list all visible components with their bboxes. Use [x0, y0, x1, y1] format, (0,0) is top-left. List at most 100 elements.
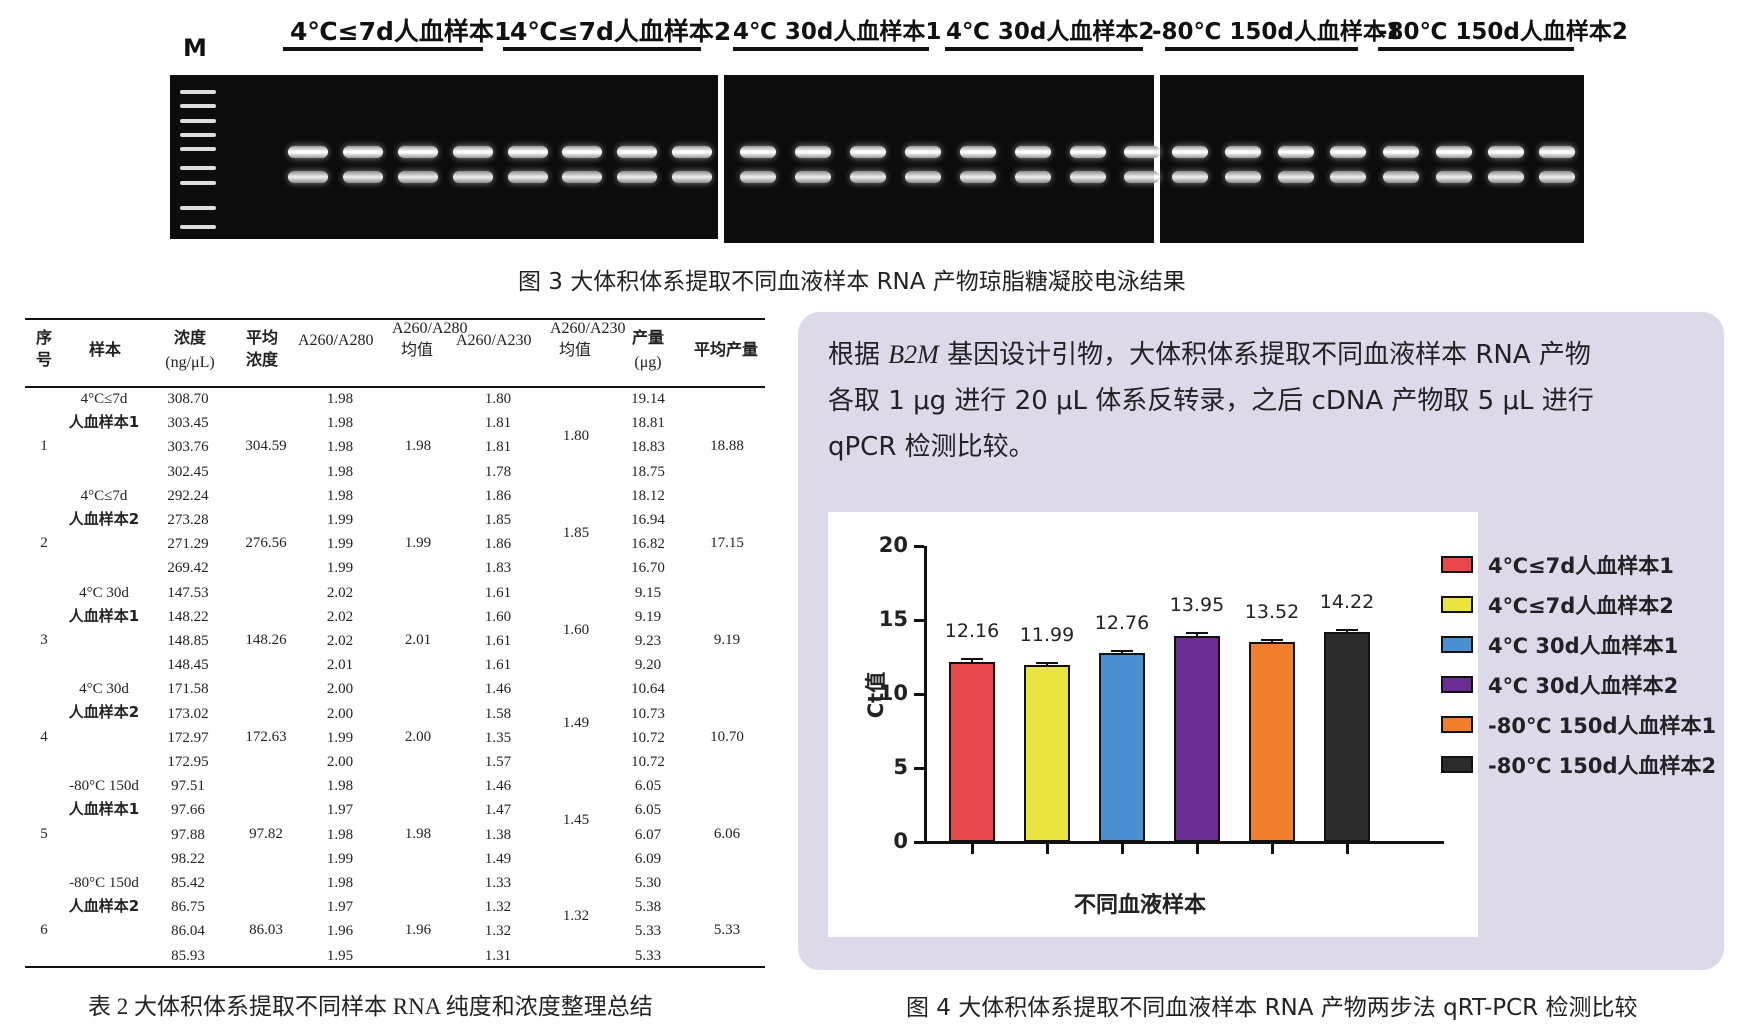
table-cell: 1.98 [326, 439, 354, 456]
table-cell: 1.38 [484, 826, 512, 843]
sample-condition: 4°C 30d [79, 584, 129, 601]
table-cell: 97.66 [171, 802, 205, 819]
qpcr-panel: 根据 B2M 基因设计引物，大体积体系提取不同血液样本 RNA 产物 各取 1 … [798, 312, 1724, 970]
row-number: 5 [40, 825, 48, 842]
table-cell: 1.98 [326, 391, 354, 407]
a280-mean: 2.01 [404, 632, 432, 648]
rna-band-28s [288, 146, 328, 158]
table-cell: 1.81 [484, 415, 512, 432]
rna-band-18s [1070, 171, 1106, 183]
table-cell: 1.46 [484, 778, 512, 795]
rna-band-28s [850, 146, 886, 158]
avg-concentration: 304.59 [245, 438, 287, 455]
y-tick [914, 619, 924, 622]
table-cell: 5.33 [634, 923, 662, 940]
rna-band-18s [562, 171, 602, 183]
rna-band-28s [1488, 146, 1524, 158]
rna-band-18s [1436, 171, 1472, 183]
ladder-band [180, 166, 216, 170]
legend-swatch [1441, 756, 1473, 773]
error-bar [971, 657, 973, 663]
rna-band-28s [795, 146, 831, 158]
table-cell: 9.19 [634, 608, 662, 625]
table-cell: 1.97 [326, 899, 354, 916]
data-label: 14.22 [1319, 591, 1375, 614]
table-cell: 148.22 [167, 608, 209, 625]
table-cell: 308.70 [167, 391, 209, 407]
table-cell: 86.75 [171, 899, 205, 916]
col-a280: A260/A280 [298, 332, 374, 349]
col-avg-conc: 平均浓度 [245, 330, 278, 369]
rna-band-28s [398, 146, 438, 158]
table-cell: 1.47 [484, 802, 512, 819]
error-cap [1111, 650, 1133, 653]
gene-name: B2M [888, 340, 939, 369]
rna-band-28s [740, 146, 776, 158]
table-cell: 1.85 [484, 512, 512, 528]
legend-swatch [1441, 676, 1473, 693]
table-cell: 98.22 [171, 850, 205, 867]
table-cell: 1.33 [484, 875, 512, 891]
rna-band-18s [1225, 171, 1261, 183]
table-cell: 1.31 [484, 947, 512, 964]
bar [1024, 664, 1070, 842]
rna-band-18s [1124, 171, 1160, 183]
sample-condition: 4°C 30d [79, 681, 129, 698]
a230-mean: 1.60 [562, 622, 590, 638]
x-axis [924, 841, 1444, 844]
table-cell: 1.96 [326, 923, 354, 940]
table-cell: 5.33 [634, 947, 662, 964]
table-cell: 6.09 [634, 850, 662, 867]
table-cell: 19.14 [631, 391, 665, 407]
ladder-band [180, 147, 216, 151]
table-cell: 16.94 [631, 512, 665, 528]
sample-condition: -80°C 150d [69, 875, 139, 891]
x-tick [1346, 842, 1349, 854]
table-cell: 2.02 [326, 608, 354, 625]
table-cell: 1.98 [326, 826, 354, 843]
qpcr-chart: 0 5 10 15 20 Ct值 不同血液样本 12.16 11.99 12.76 13.95 13.… [828, 512, 1716, 937]
legend-label: 4℃ 30d人血样本2 [1488, 674, 1679, 698]
rna-band-28s [1070, 146, 1106, 158]
table-cell: 85.42 [171, 875, 205, 891]
sample-name: 人血样本2 [68, 509, 140, 528]
table-cell: 1.98 [326, 778, 354, 795]
table-cell: 303.76 [167, 439, 209, 456]
data-label: 12.16 [944, 619, 1000, 642]
avg-yield: 18.88 [710, 438, 744, 455]
table-cell: 172.97 [167, 729, 209, 746]
row-number: 2 [40, 535, 48, 552]
table-cell: 1.99 [326, 536, 354, 553]
error-cap [1261, 638, 1283, 641]
table-cell: 173.02 [167, 705, 209, 722]
bar [1099, 653, 1145, 842]
a230-mean: 1.80 [562, 428, 590, 445]
error-cap [1186, 631, 1208, 634]
avg-yield: 9.19 [713, 632, 741, 648]
col-a230: A260/A230 [456, 332, 532, 349]
table-cell: 86.04 [171, 923, 205, 940]
table-cell: 1.32 [484, 923, 512, 940]
y-tick [914, 693, 924, 696]
row-number: 1 [40, 438, 48, 455]
table-cell: 18.75 [631, 463, 665, 480]
rna-band-18s [343, 171, 383, 183]
ladder-band [180, 225, 216, 229]
rna-band-28s [1172, 146, 1208, 158]
table-cell: 302.45 [167, 463, 209, 480]
table-cell: 97.51 [171, 778, 205, 795]
col-no: 序号 [35, 330, 52, 369]
table-cell: 2.00 [326, 754, 354, 770]
table-cell: 10.72 [631, 754, 665, 770]
rna-band-18s [1330, 171, 1366, 183]
rna-band-18s [617, 171, 657, 183]
table-cell: 18.12 [631, 487, 665, 504]
data-label: 12.76 [1094, 612, 1150, 635]
ladder-band [180, 133, 216, 137]
table-cell: 9.20 [634, 657, 662, 674]
sample-name: 人血样本1 [68, 413, 140, 431]
table-cell: 10.72 [631, 729, 665, 746]
data-label: 13.95 [1169, 593, 1225, 616]
table-cell: 9.23 [634, 633, 662, 649]
lane-group-underline [945, 47, 1143, 51]
